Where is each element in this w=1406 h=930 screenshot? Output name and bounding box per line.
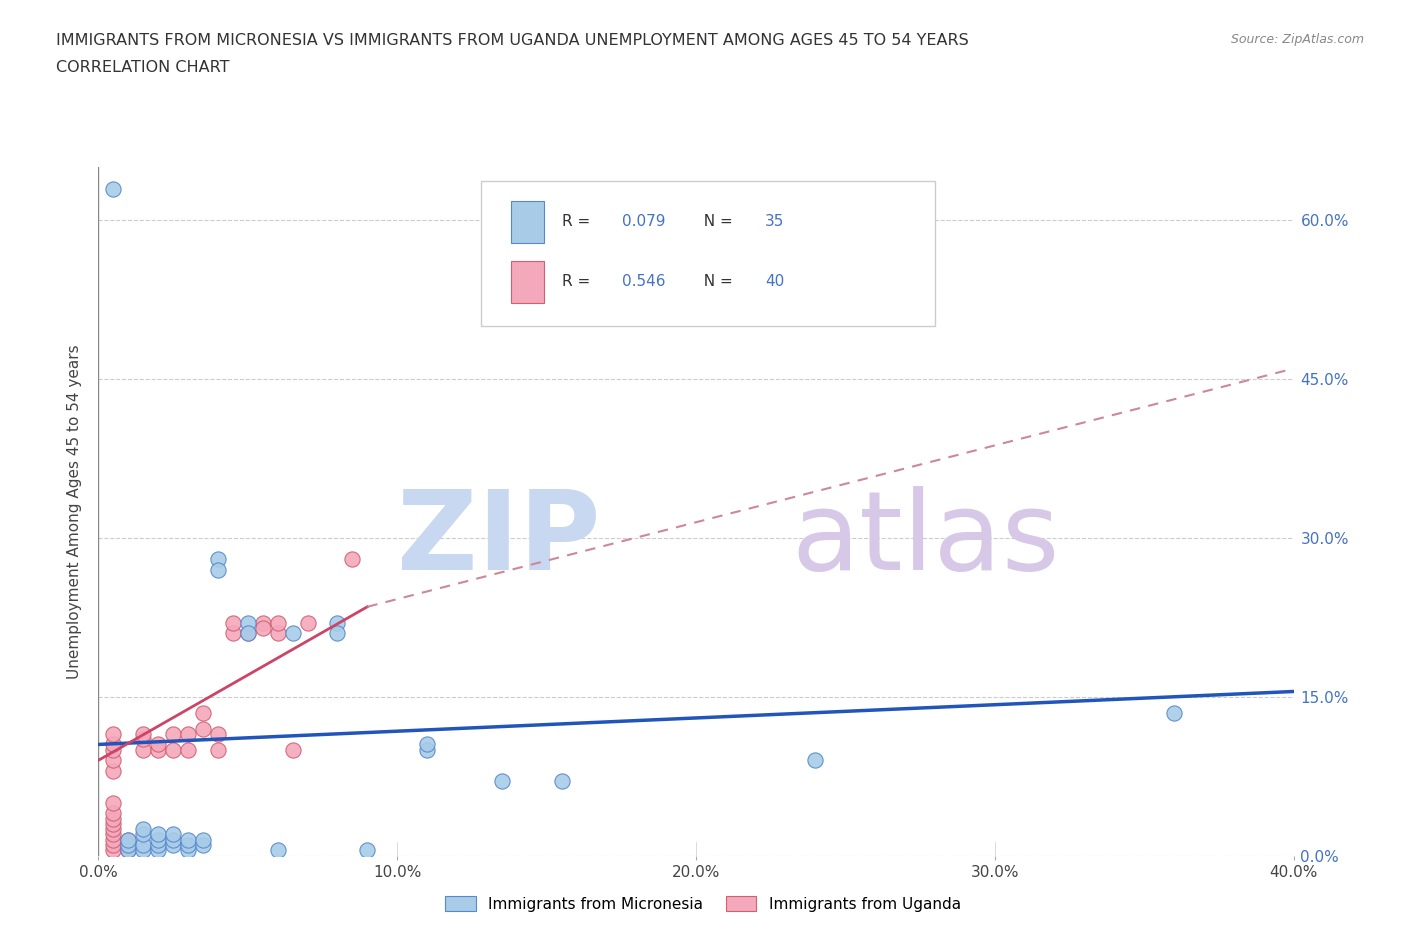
Point (177, 838, 200, 853)
Point (267, 843, 290, 857)
Point (103, 817, 125, 831)
Point (103, 764, 125, 778)
Point (222, 616, 245, 631)
Bar (510, 261, 544, 303)
Point (132, 838, 155, 853)
Point (117, 832, 139, 847)
Point (103, 838, 125, 853)
Point (236, 626, 259, 641)
Point (207, 742, 229, 757)
Point (103, 753, 125, 768)
Point (550, 774, 572, 789)
Point (342, 551, 364, 566)
Point (103, 843, 125, 857)
Point (177, 843, 200, 857)
Point (281, 742, 304, 757)
Point (207, 726, 229, 741)
Point (132, 827, 155, 842)
Point (326, 626, 349, 641)
Point (297, 616, 319, 631)
Point (356, 843, 378, 857)
Point (162, 838, 184, 853)
Point (103, 181, 125, 196)
Point (177, 726, 200, 741)
Point (103, 805, 125, 820)
Point (132, 732, 155, 747)
Point (103, 737, 125, 751)
Point (491, 774, 513, 789)
Point (326, 616, 349, 631)
Text: atlas: atlas (792, 485, 1060, 592)
Point (117, 838, 139, 853)
Text: IMMIGRANTS FROM MICRONESIA VS IMMIGRANTS FROM UGANDA UNEMPLOYMENT AMONG AGES 45 : IMMIGRANTS FROM MICRONESIA VS IMMIGRANTS… (56, 33, 969, 47)
Point (148, 838, 170, 853)
Point (148, 843, 170, 857)
Point (117, 843, 139, 857)
Point (132, 726, 155, 741)
Point (207, 563, 229, 578)
Point (148, 742, 170, 757)
Point (267, 626, 290, 641)
Text: 35: 35 (765, 214, 785, 229)
Point (103, 827, 125, 842)
Point (191, 721, 214, 736)
Point (103, 742, 125, 757)
Point (281, 626, 304, 641)
Point (177, 832, 200, 847)
FancyBboxPatch shape (481, 181, 935, 326)
Point (222, 626, 245, 641)
Point (162, 742, 184, 757)
Point (252, 616, 274, 631)
Point (416, 737, 439, 751)
Point (416, 742, 439, 757)
Text: 40: 40 (765, 274, 785, 289)
Point (117, 843, 139, 857)
Point (103, 795, 125, 810)
Point (252, 620, 274, 635)
Point (117, 832, 139, 847)
Text: 0.546: 0.546 (621, 274, 665, 289)
Text: N =: N = (693, 274, 737, 289)
Point (103, 811, 125, 826)
Point (162, 832, 184, 847)
Bar (510, 201, 544, 243)
Point (162, 726, 184, 741)
Point (148, 827, 170, 842)
Point (132, 843, 155, 857)
Text: Source: ZipAtlas.com: Source: ZipAtlas.com (1230, 33, 1364, 46)
Legend: Immigrants from Micronesia, Immigrants from Uganda: Immigrants from Micronesia, Immigrants f… (439, 889, 967, 918)
Point (103, 832, 125, 847)
Text: ZIP: ZIP (396, 485, 600, 592)
Text: R =: R = (562, 274, 595, 289)
Point (148, 832, 170, 847)
Point (191, 832, 214, 847)
Point (1163, 705, 1185, 720)
Point (103, 822, 125, 837)
Point (236, 626, 259, 641)
Text: 0.079: 0.079 (621, 214, 665, 229)
Point (804, 753, 827, 768)
Text: CORRELATION CHART: CORRELATION CHART (56, 60, 229, 75)
Point (191, 838, 214, 853)
Point (267, 616, 290, 631)
Point (207, 551, 229, 566)
Text: N =: N = (693, 214, 737, 229)
Y-axis label: Unemployment Among Ages 45 to 54 years: Unemployment Among Ages 45 to 54 years (67, 344, 83, 679)
Point (191, 705, 214, 720)
Point (117, 838, 139, 853)
Point (132, 742, 155, 757)
Point (162, 827, 184, 842)
Point (103, 726, 125, 741)
Point (177, 742, 200, 757)
Point (148, 737, 170, 751)
Text: R =: R = (562, 214, 595, 229)
Point (236, 616, 259, 631)
Point (132, 822, 155, 837)
